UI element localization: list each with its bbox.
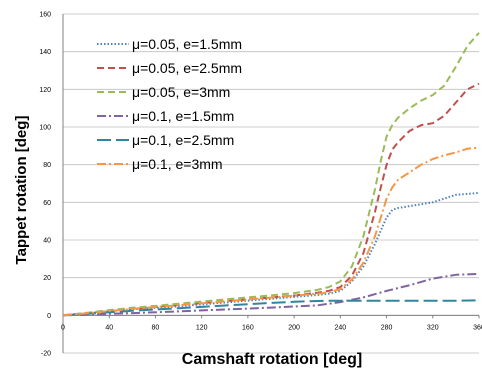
series-line-0.1-e-1.5mm xyxy=(62,272,480,317)
y-tick-label: 80 xyxy=(43,162,51,169)
x-tick-label: 120 xyxy=(196,324,208,331)
legend-label: μ=0.1, e=2.5mm xyxy=(132,132,234,148)
y-tick-label: 40 xyxy=(43,238,51,245)
axes xyxy=(62,14,479,353)
x-tick-label: 240 xyxy=(334,324,346,331)
legend-label: μ=0.1, e=3mm xyxy=(132,156,223,172)
y-axis-title: Tappet rotation [deg] xyxy=(13,116,30,265)
legend-label: μ=0.1, e=1.5mm xyxy=(132,108,234,124)
y-tick-label: 120 xyxy=(39,87,51,94)
legend-label: μ=0.05, e=1.5mm xyxy=(132,36,242,52)
y-tick-label: 160 xyxy=(39,12,51,19)
x-axis-title: Camshaft rotation [deg] xyxy=(182,351,362,368)
y-tick-label: 100 xyxy=(39,125,51,132)
x-tick-label: 160 xyxy=(242,324,254,331)
series-line-0.05-e-3mm xyxy=(62,32,480,317)
y-tick-label: 20 xyxy=(43,275,51,282)
legend-label: μ=0.05, e=3mm xyxy=(132,84,230,100)
x-tick-label: 280 xyxy=(381,324,393,331)
legend-label: μ=0.05, e=2.5mm xyxy=(132,60,242,76)
series-line-0.1-e-3mm xyxy=(62,146,480,317)
y-tick-label: 60 xyxy=(43,200,51,207)
y-tick-label: 140 xyxy=(39,49,51,56)
x-tick-label: 80 xyxy=(152,324,160,331)
x-tick-label: 360 xyxy=(473,324,482,331)
x-tick-label: 320 xyxy=(427,324,439,331)
y-tick-label: -20 xyxy=(41,351,51,358)
x-tick-label: 0 xyxy=(61,324,65,331)
x-tick-label: 200 xyxy=(288,324,300,331)
y-tick-label: 0 xyxy=(47,313,51,320)
x-tick-label: 40 xyxy=(105,324,113,331)
series-lines xyxy=(62,32,480,317)
series-line-0.1-e-2.5mm xyxy=(62,299,480,317)
gridlines xyxy=(63,13,479,354)
legend: μ=0.05, e=1.5mm μ=0.05, e=2.5mm μ=0.05, e=… xyxy=(97,36,242,172)
series-line-0.05-e-2.5mm xyxy=(62,82,480,317)
tick-labels: -20 0 20 40 60 80 100 120 140 160 0 40 80 120 160 200 24… xyxy=(39,12,482,358)
